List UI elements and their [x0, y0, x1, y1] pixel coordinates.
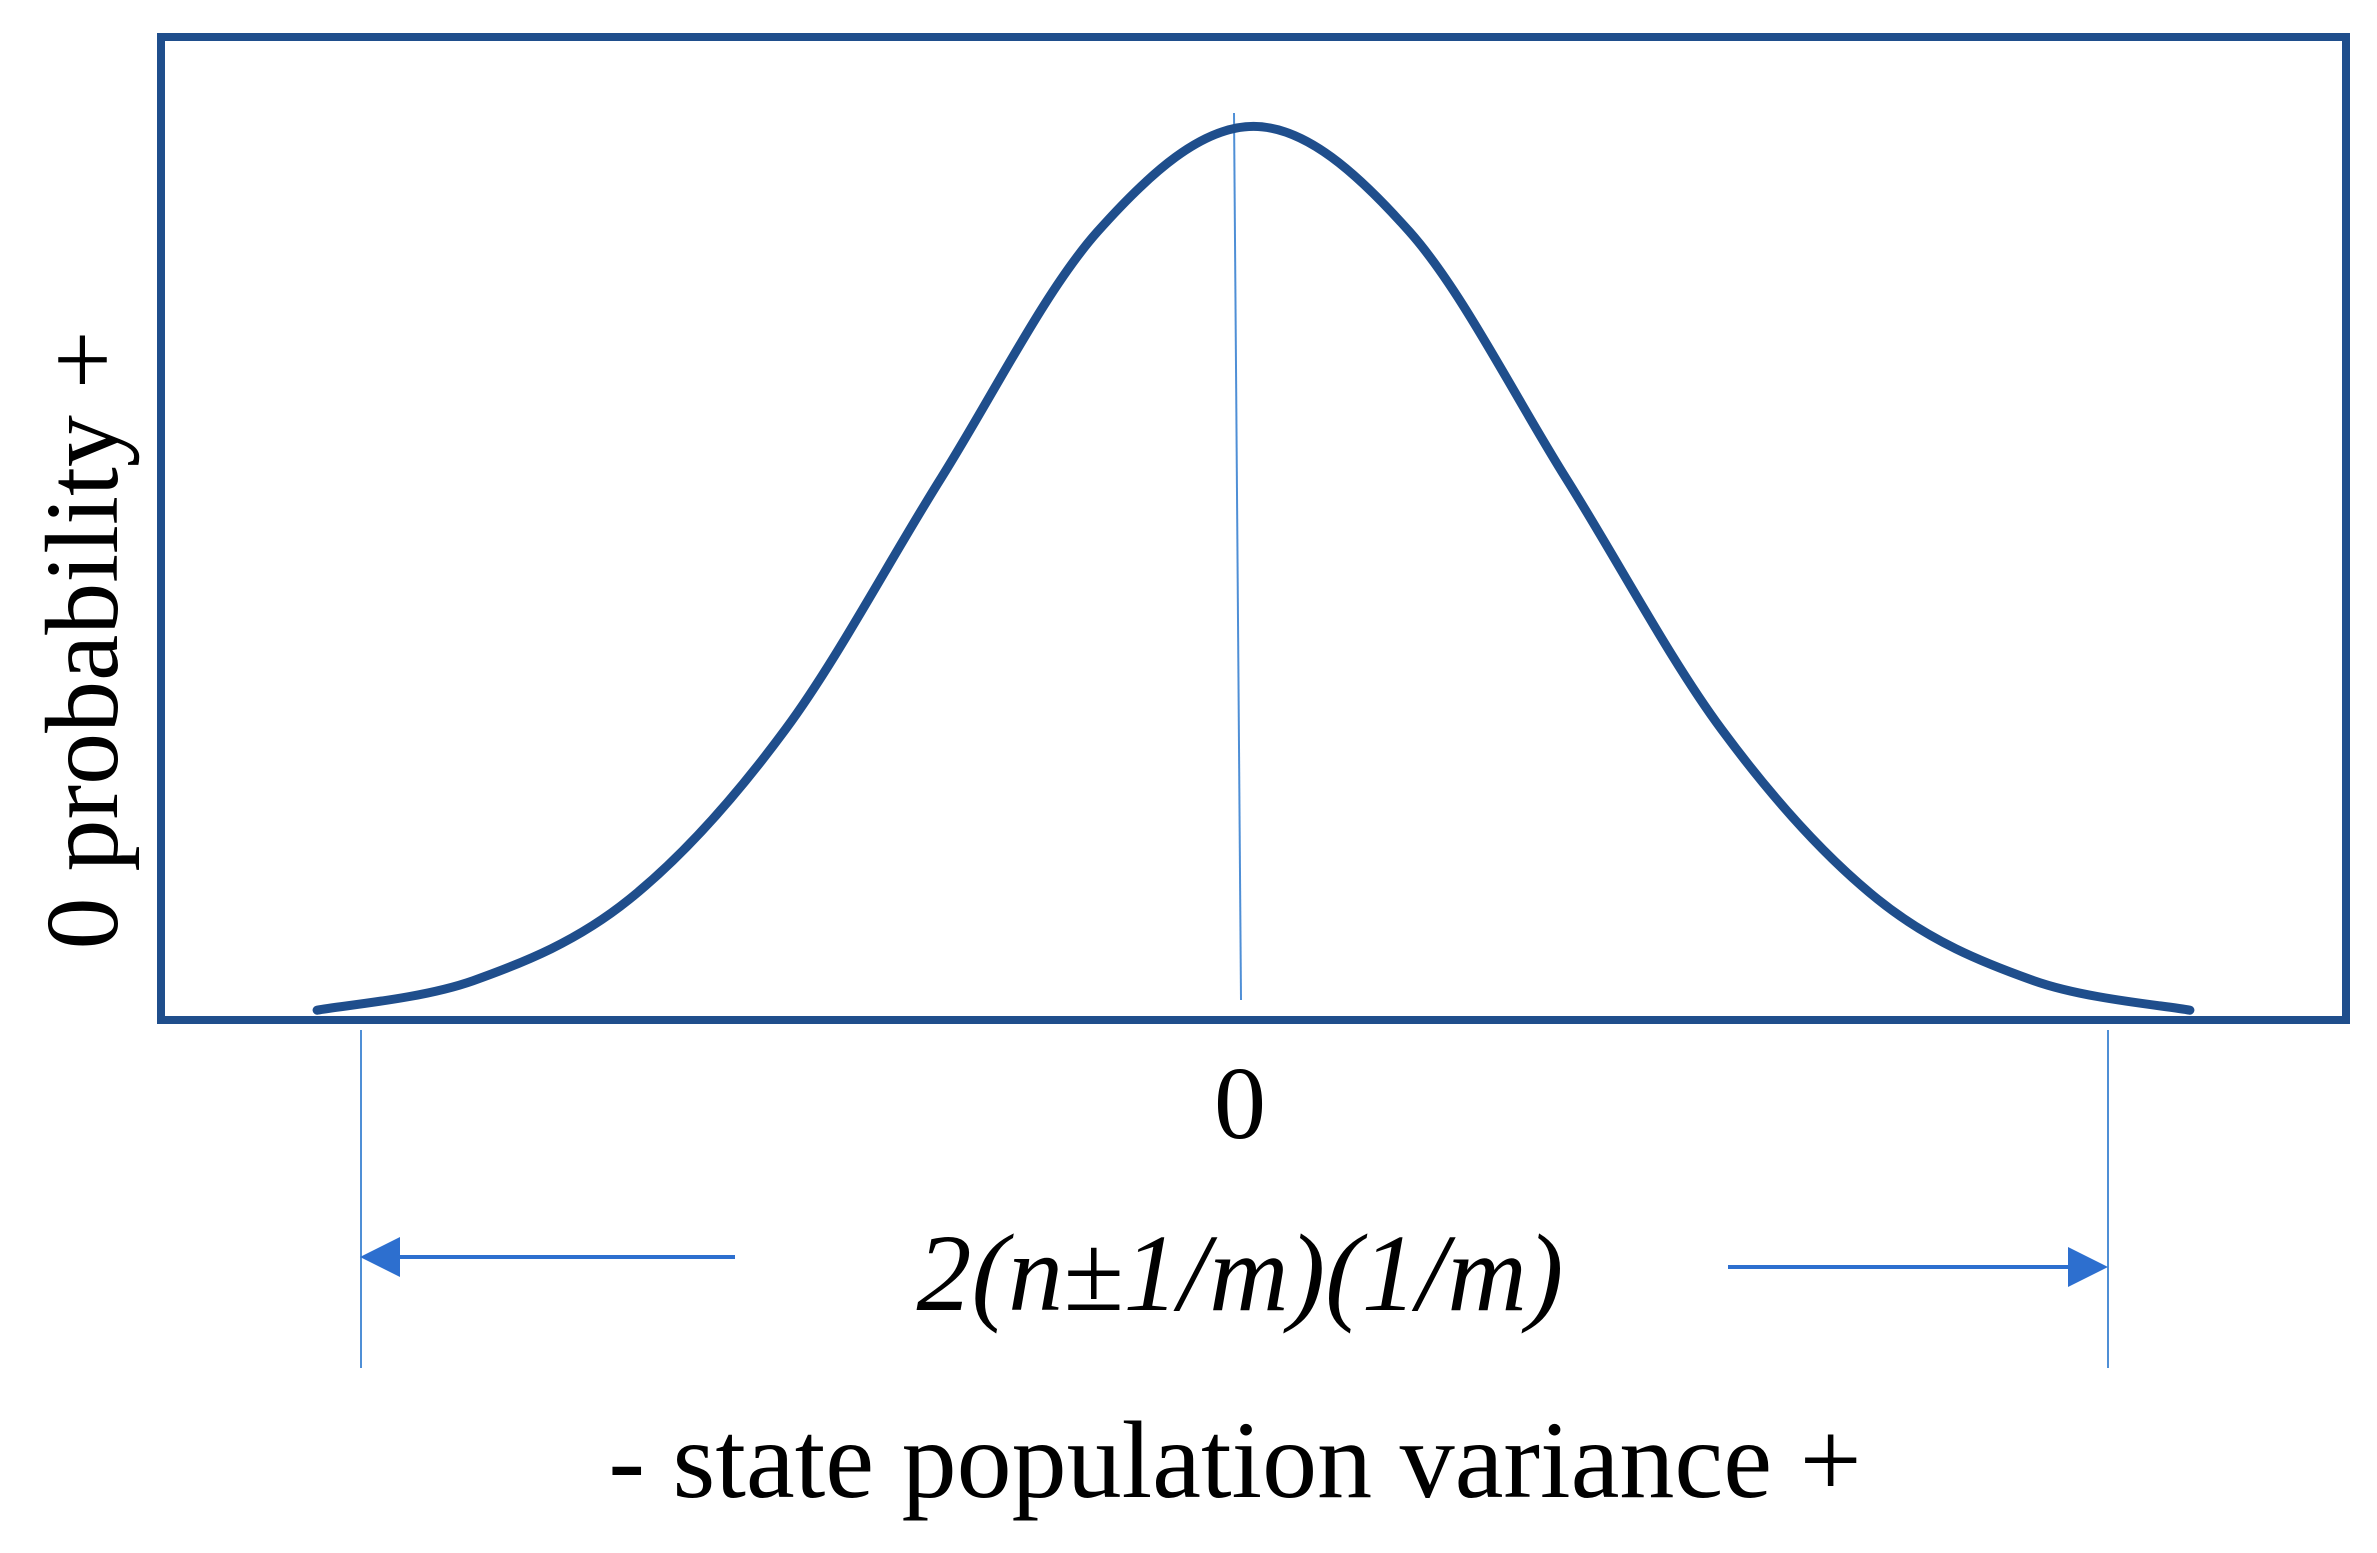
span-label: 2(n±1/m)(1/m) — [917, 1212, 1564, 1334]
center-line — [1233, 112, 1242, 1001]
plot-frame — [157, 33, 2350, 1024]
y-axis-label: 0 probability + — [25, 330, 140, 949]
x-tick-label: 0 — [1214, 1046, 1266, 1161]
x-axis-label: - state population variance + — [608, 1399, 1861, 1521]
bell-curve — [312, 121, 2195, 1015]
